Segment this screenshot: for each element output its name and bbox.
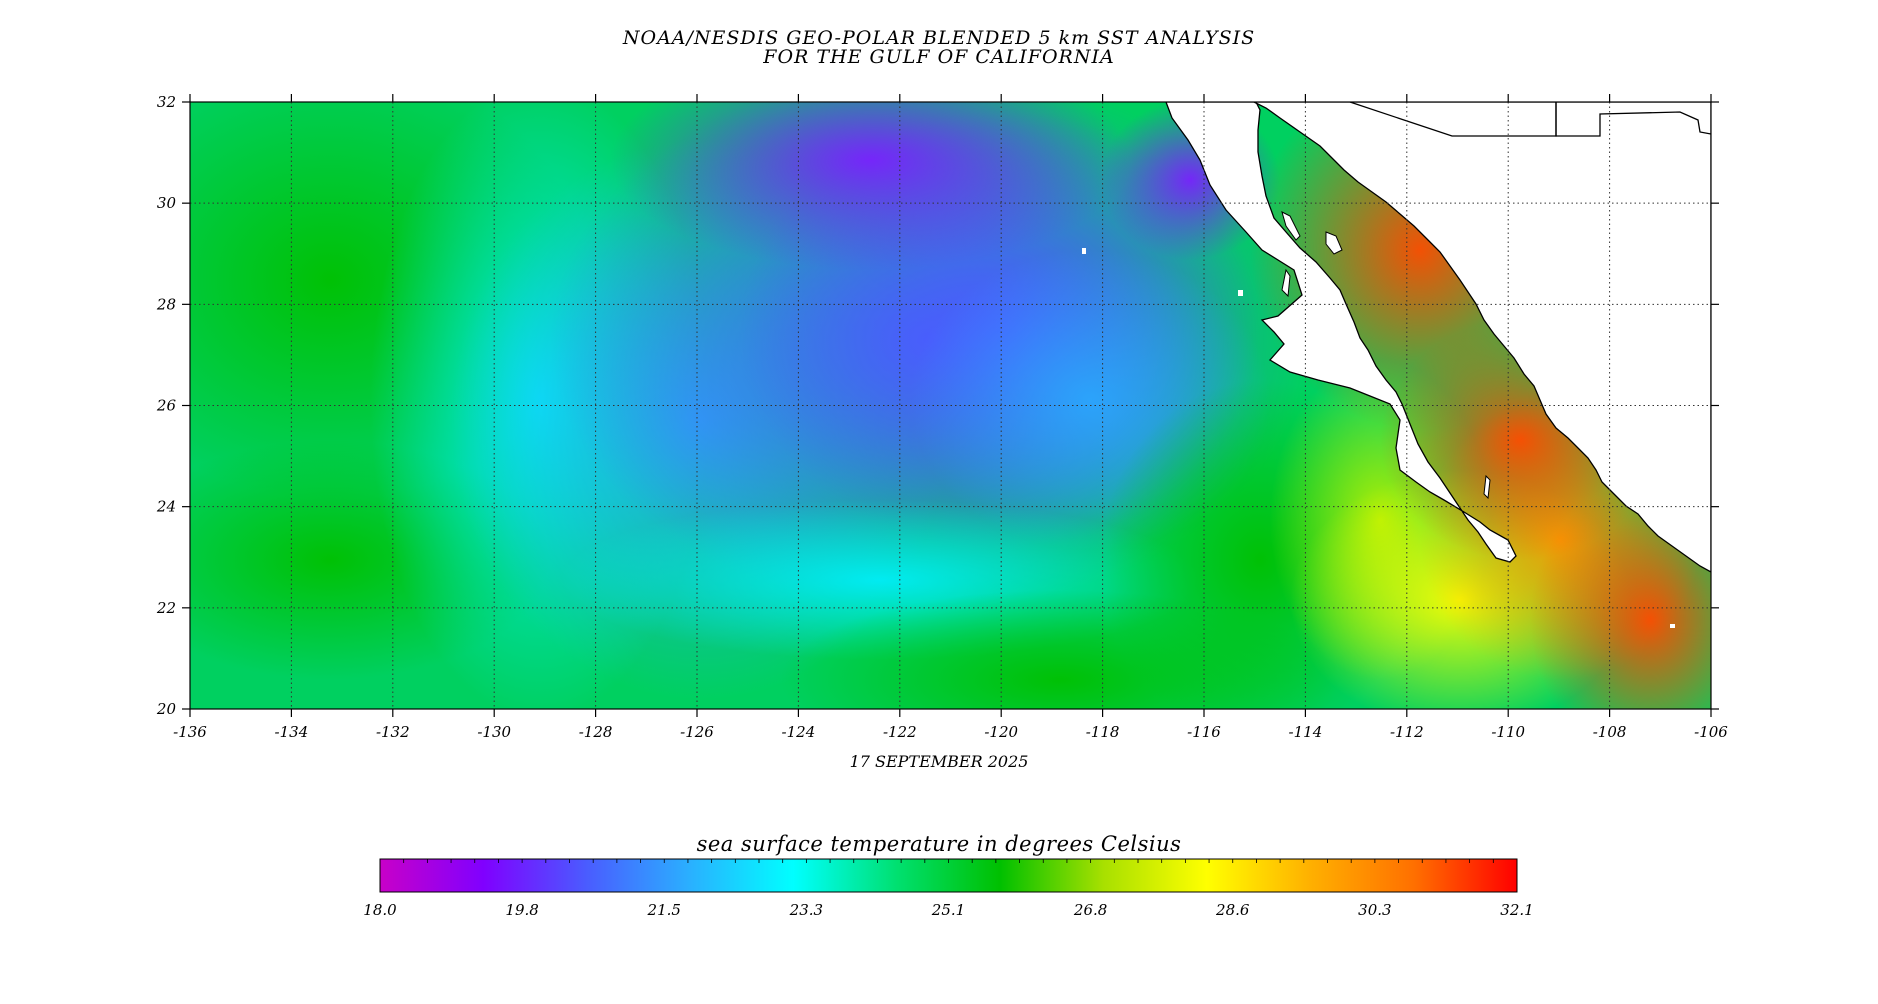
baja-peninsula-land: [1165, 102, 1517, 563]
sst-field: [190, 102, 1711, 709]
lon-tick-label: -134: [275, 723, 309, 741]
state-border: [1555, 102, 1711, 137]
lon-tick-label: -106: [1694, 723, 1728, 741]
colorbar-title: sea surface temperature in degrees Celsi…: [696, 832, 1182, 856]
graticule: [190, 102, 1711, 709]
lon-tick-label: -120: [984, 723, 1018, 741]
lon-tick-label: -136: [173, 723, 207, 741]
lon-tick-label: -116: [1187, 723, 1221, 741]
lon-tick-label: -126: [680, 723, 714, 741]
lon-tick-label: -118: [1086, 723, 1120, 741]
map-title-line2: FOR THE GULF OF CALIFORNIA: [763, 46, 1115, 68]
colorbar-label: 32.1: [1500, 901, 1533, 919]
colorbar-label: 30.3: [1358, 901, 1391, 919]
lat-tick-label: 22: [156, 599, 176, 617]
lat-tick-label: 32: [157, 93, 176, 111]
lon-tick-label: -124: [782, 723, 816, 741]
lon-tick-label: -132: [376, 723, 410, 741]
lat-tick-label: 24: [156, 498, 176, 516]
lon-tick-label: -128: [579, 723, 613, 741]
lon-tick-label: -108: [1593, 723, 1627, 741]
colorbar-label: 25.1: [931, 901, 965, 919]
lon-tick-label: -122: [883, 723, 917, 741]
colorbar-label: 19.8: [505, 901, 538, 919]
colorbar-gradient: [379, 858, 1518, 893]
mainland-mexico-land: [1253, 102, 1711, 573]
missing-data-patch: [1082, 248, 1086, 254]
isla-tiburon: [1325, 231, 1343, 255]
lon-tick-label: -112: [1390, 723, 1424, 741]
missing-data-patch: [1238, 290, 1243, 296]
map-title-line1: NOAA/NESDIS GEO-POLAR BLENDED 5 km SST A…: [622, 27, 1256, 49]
lon-tick-label: -130: [477, 723, 511, 741]
lat-tick-label: 30: [157, 194, 177, 212]
lon-tick-label: -114: [1289, 723, 1323, 741]
colorbar-ticks: 18.0 19.8 21.5 23.3 25.1 26.8 28.6 30.3 32.1: [363, 859, 1534, 919]
lon-tick-label: -110: [1491, 723, 1525, 741]
colorbar-label: 21.5: [647, 901, 681, 919]
colorbar-label: 26.8: [1073, 901, 1107, 919]
isla-espiritu-santo: [1483, 474, 1491, 500]
lat-tick-label: 20: [156, 700, 177, 718]
analysis-date: 17 SEPTEMBER 2025: [849, 752, 1029, 771]
colorbar-label: 18.0: [363, 901, 397, 919]
lat-tick-label: 28: [156, 295, 176, 313]
isla-angel-de-la-guarda: [1281, 211, 1301, 241]
axis-ticks: -136 -134 -132 -130 -128 -126 -124 -122 -120 -118…: [156, 93, 1728, 741]
isla-cedros: [1281, 268, 1291, 298]
colorbar-label: 28.6: [1215, 901, 1250, 919]
missing-data-patch: [1670, 624, 1675, 628]
lat-tick-label: 26: [156, 397, 177, 415]
colorbar-label: 23.3: [789, 901, 823, 919]
colorbar: 18.0 19.8 21.5 23.3 25.1 26.8 28.6 30.3 32.1: [363, 858, 1534, 919]
